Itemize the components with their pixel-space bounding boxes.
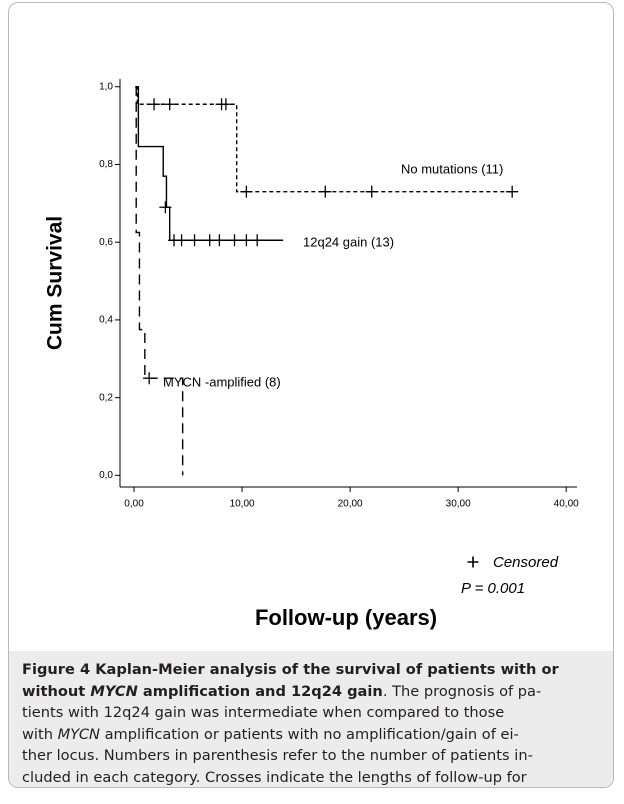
caption-line: tients with 12q24 gain was intermediate … bbox=[22, 702, 559, 724]
series-label: 12q24 gain (13) bbox=[303, 234, 394, 249]
caption-run: amplification or patients with no amplif… bbox=[99, 725, 519, 743]
y-tick-label: 0,8 bbox=[99, 159, 113, 170]
censored-marker bbox=[175, 234, 188, 247]
censored-marker bbox=[251, 234, 264, 247]
x-tick-label: 10,00 bbox=[230, 499, 255, 510]
caption-run: MYCN bbox=[57, 725, 100, 743]
censored-marker bbox=[506, 185, 519, 198]
x-tick-label: 40,00 bbox=[554, 499, 579, 510]
censored-marker bbox=[143, 372, 156, 385]
censored-marker bbox=[188, 234, 201, 247]
x-tick-label: 20,00 bbox=[338, 499, 363, 510]
figure-card: Cum Survival Follow-up (years) 0,0 0,2 0,4… bbox=[8, 2, 614, 788]
y-tick-label: 0,4 bbox=[99, 315, 113, 326]
x-tick-label: 0,00 bbox=[124, 499, 144, 510]
series-label: MYCN -amplified (8) bbox=[163, 374, 281, 389]
caption-line: without MYCN amplification and 12q24 gai… bbox=[22, 681, 559, 703]
caption-run: tients with 12q24 gain was intermediate … bbox=[22, 704, 505, 722]
y-tick-label: 1,0 bbox=[99, 81, 113, 92]
censored-marker bbox=[365, 185, 378, 198]
caption-run: MYCN bbox=[90, 682, 138, 700]
y-tick-label: 0,6 bbox=[99, 237, 113, 248]
caption-run: Figure 4 Kaplan-Meier analysis of the su… bbox=[22, 661, 559, 678]
censored-marker bbox=[228, 234, 241, 247]
x-tick-label: 30,00 bbox=[446, 499, 471, 510]
y-axis-label: Cum Survival bbox=[44, 216, 67, 350]
censored-marker bbox=[240, 185, 253, 198]
caption-line: cluded in each category. Crosses indicat… bbox=[22, 767, 559, 787]
caption-run: with bbox=[22, 725, 58, 743]
chart: Cum Survival Follow-up (years) 0,0 0,2 0,4… bbox=[44, 79, 579, 630]
caption-line: Figure 4 Kaplan-Meier analysis of the su… bbox=[22, 659, 559, 681]
caption-run: . The prognosis of pa- bbox=[382, 682, 542, 700]
caption-run: cluded in each category. Crosses indicat… bbox=[22, 768, 527, 786]
survival-curve bbox=[135, 86, 184, 476]
censored-legend-marker bbox=[467, 556, 479, 568]
censored-marker bbox=[159, 201, 172, 214]
y-tick-label: 0,0 bbox=[99, 470, 113, 481]
censored-legend-label: Censored bbox=[493, 554, 559, 571]
caption-run: ther locus. Numbers in parenthesis refer… bbox=[22, 747, 533, 765]
survival-curve bbox=[136, 86, 284, 241]
censored-marker bbox=[219, 98, 232, 111]
caption-run: amplification and 12q24 gain bbox=[137, 682, 383, 700]
x-axis-label: Follow-up (years) bbox=[255, 605, 437, 630]
censored-marker bbox=[163, 98, 176, 111]
p-value: P = 0.001 bbox=[461, 580, 525, 597]
caption-line: with MYCN amplification or patients with… bbox=[22, 724, 559, 746]
censored-marker bbox=[148, 98, 161, 111]
censored-marker bbox=[240, 234, 253, 247]
caption-run: without bbox=[22, 682, 91, 700]
caption: Figure 4 Kaplan-Meier analysis of the su… bbox=[9, 651, 613, 787]
series-label: No mutations (11) bbox=[401, 161, 503, 176]
y-tick-label: 0,2 bbox=[99, 392, 113, 403]
censored-marker bbox=[319, 185, 332, 198]
censored-marker bbox=[213, 234, 226, 247]
caption-line: ther locus. Numbers in parenthesis refer… bbox=[22, 745, 559, 767]
caption-text: Figure 4 Kaplan-Meier analysis of the su… bbox=[22, 659, 559, 787]
